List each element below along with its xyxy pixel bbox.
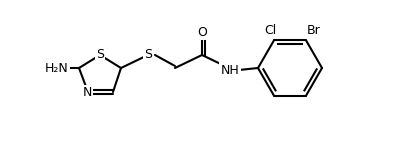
Text: O: O	[197, 26, 207, 39]
Text: NH: NH	[220, 64, 239, 77]
Text: H₂N: H₂N	[45, 61, 69, 74]
Text: N: N	[82, 86, 92, 100]
Text: S: S	[144, 47, 152, 60]
Text: Br: Br	[307, 24, 321, 37]
Text: S: S	[96, 47, 104, 60]
Text: Cl: Cl	[264, 24, 276, 37]
